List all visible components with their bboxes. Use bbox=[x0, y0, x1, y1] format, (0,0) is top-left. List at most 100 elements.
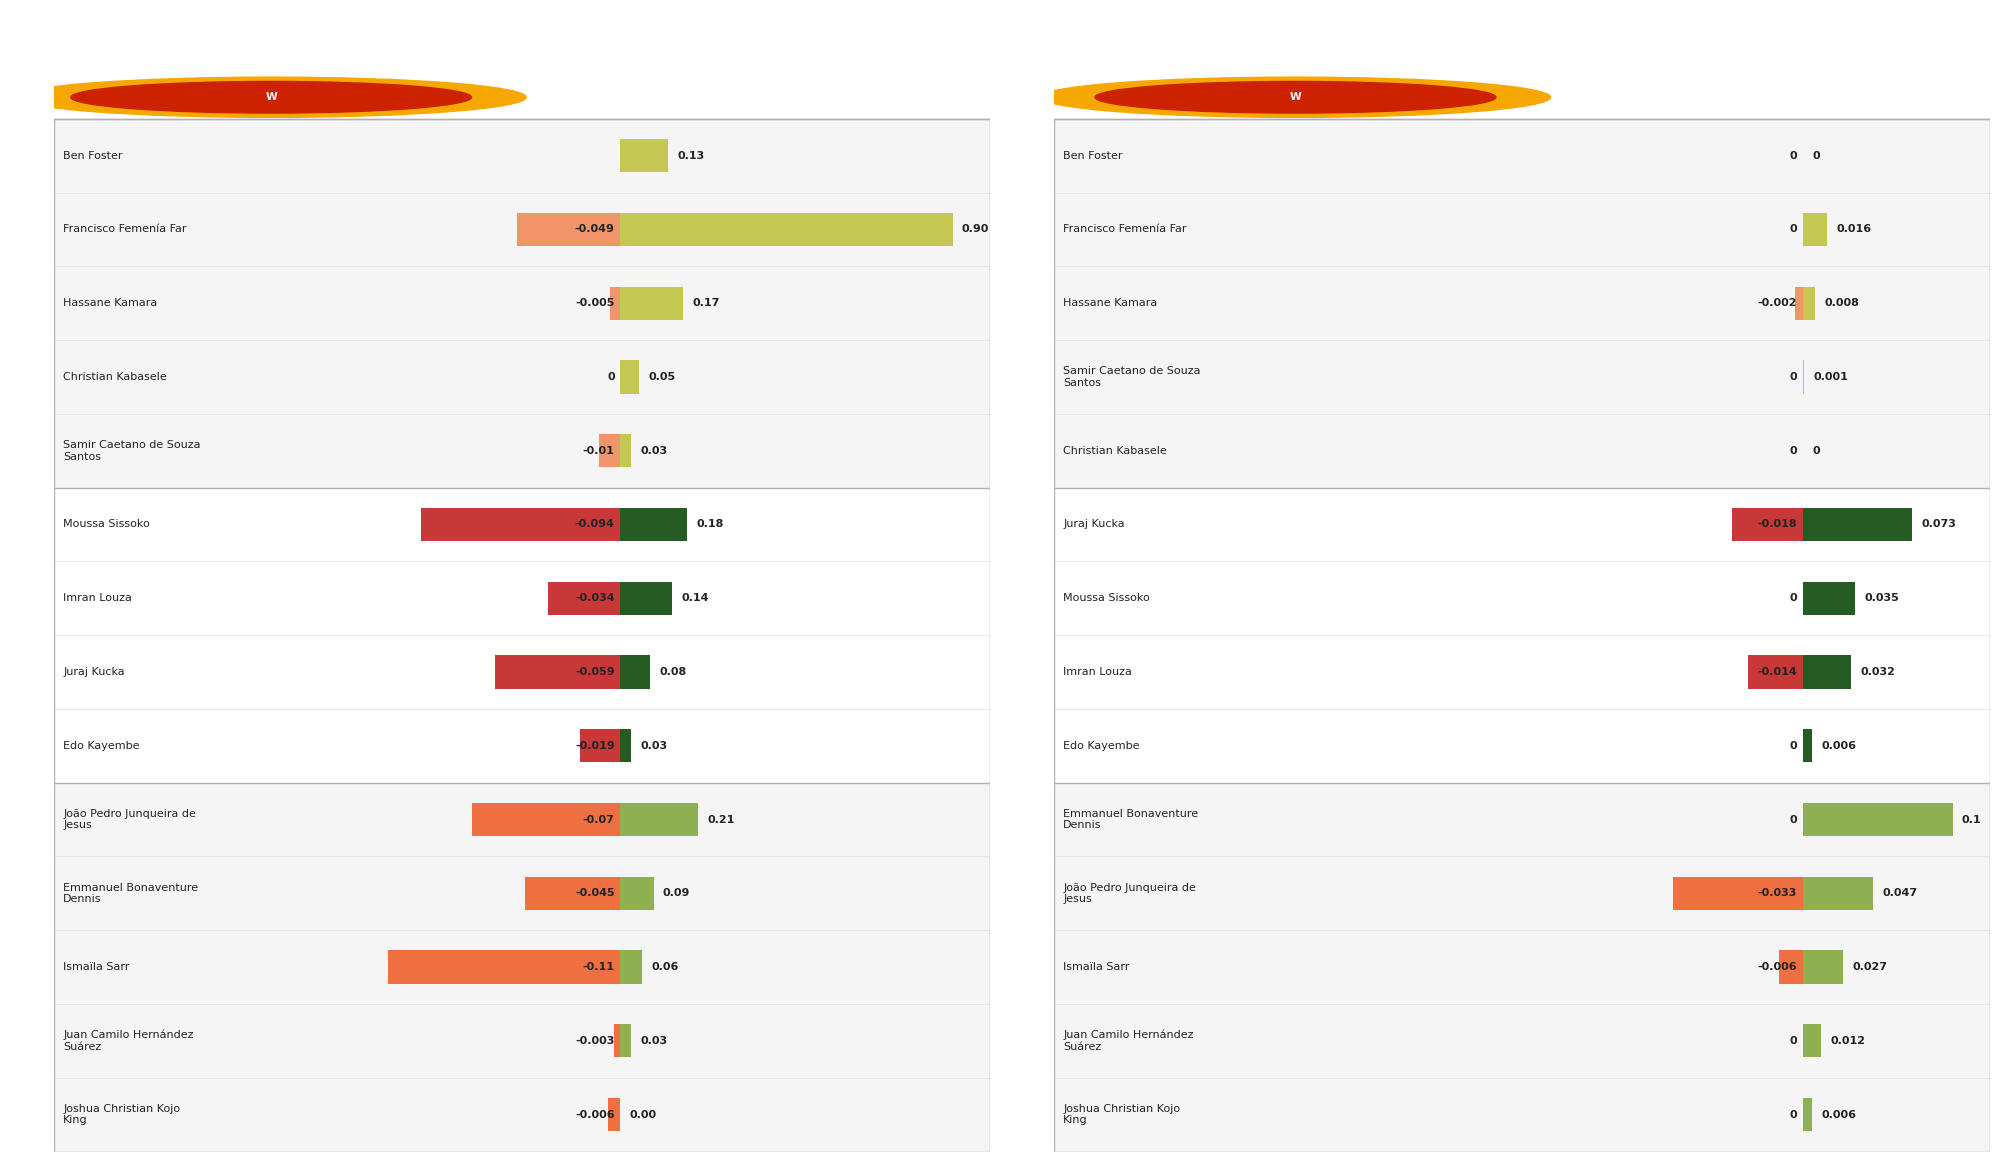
Bar bbox=[1732, 508, 1802, 542]
Bar bbox=[1054, 1077, 1990, 1152]
Text: xT from Passes: xT from Passes bbox=[64, 88, 210, 107]
Bar bbox=[496, 656, 620, 689]
Bar bbox=[1802, 508, 1912, 542]
Bar bbox=[1748, 656, 1802, 689]
Text: 0.13: 0.13 bbox=[678, 150, 704, 161]
Text: Juan Camilo Hernández
Suárez: Juan Camilo Hernández Suárez bbox=[64, 1029, 194, 1052]
Text: -0.005: -0.005 bbox=[576, 298, 614, 308]
Bar bbox=[1054, 1003, 1990, 1077]
Bar bbox=[422, 508, 620, 542]
Bar bbox=[388, 951, 620, 983]
Text: -0.002: -0.002 bbox=[1758, 298, 1798, 308]
Bar bbox=[54, 1077, 990, 1152]
Bar bbox=[614, 1025, 620, 1058]
Bar bbox=[620, 582, 672, 615]
Text: 0.1: 0.1 bbox=[1962, 814, 1982, 825]
Bar bbox=[54, 562, 990, 636]
Text: 0.00: 0.00 bbox=[630, 1109, 656, 1120]
Bar bbox=[54, 267, 990, 340]
Bar bbox=[1054, 119, 1990, 193]
Bar bbox=[1054, 193, 1990, 267]
Text: -0.034: -0.034 bbox=[576, 593, 614, 603]
Bar bbox=[54, 414, 990, 488]
Bar bbox=[1054, 931, 1990, 1003]
Text: 0.03: 0.03 bbox=[640, 1036, 668, 1046]
Bar bbox=[620, 361, 638, 394]
Text: 0: 0 bbox=[608, 372, 614, 382]
Bar bbox=[1054, 783, 1990, 857]
Bar bbox=[580, 730, 620, 763]
Text: Edo Kayembe: Edo Kayembe bbox=[64, 740, 140, 751]
Text: 0.21: 0.21 bbox=[708, 814, 734, 825]
Text: -0.094: -0.094 bbox=[574, 519, 614, 530]
Bar bbox=[516, 213, 620, 246]
Bar bbox=[1054, 636, 1990, 709]
Text: Emmanuel Bonaventure
Dennis: Emmanuel Bonaventure Dennis bbox=[1064, 808, 1198, 831]
Circle shape bbox=[70, 81, 472, 113]
Circle shape bbox=[1096, 81, 1496, 113]
Text: 0.03: 0.03 bbox=[640, 740, 668, 751]
Text: Francisco Femenía Far: Francisco Femenía Far bbox=[64, 224, 186, 235]
Bar bbox=[610, 287, 620, 320]
Bar bbox=[54, 709, 990, 783]
Bar bbox=[620, 508, 686, 542]
Bar bbox=[472, 803, 620, 837]
Text: Ben Foster: Ben Foster bbox=[1064, 150, 1122, 161]
Bar bbox=[1802, 1097, 1812, 1132]
Text: Juraj Kucka: Juraj Kucka bbox=[1064, 519, 1124, 530]
Text: Emmanuel Bonaventure
Dennis: Emmanuel Bonaventure Dennis bbox=[64, 882, 198, 904]
Bar bbox=[54, 783, 990, 857]
Text: 0.073: 0.073 bbox=[1922, 519, 1956, 530]
Text: João Pedro Junqueira de
Jesus: João Pedro Junqueira de Jesus bbox=[64, 808, 196, 831]
Bar bbox=[54, 931, 990, 1003]
Text: Juraj Kucka: Juraj Kucka bbox=[64, 667, 124, 677]
Text: -0.014: -0.014 bbox=[1758, 667, 1798, 677]
Bar bbox=[1054, 267, 1990, 340]
Text: 0.08: 0.08 bbox=[660, 667, 686, 677]
Bar bbox=[54, 636, 990, 709]
Bar bbox=[1802, 877, 1874, 909]
Text: -0.003: -0.003 bbox=[576, 1036, 614, 1046]
Bar bbox=[620, 434, 632, 468]
Text: 0: 0 bbox=[1790, 740, 1798, 751]
Text: Moussa Sissoko: Moussa Sissoko bbox=[1064, 593, 1150, 603]
Bar bbox=[1802, 656, 1850, 689]
Text: 0.016: 0.016 bbox=[1836, 224, 1872, 235]
Text: 0.09: 0.09 bbox=[662, 888, 690, 899]
Bar bbox=[620, 656, 650, 689]
Text: -0.006: -0.006 bbox=[576, 1109, 614, 1120]
Text: -0.049: -0.049 bbox=[574, 224, 614, 235]
Text: 0.032: 0.032 bbox=[1860, 667, 1894, 677]
Text: 0: 0 bbox=[1790, 1036, 1798, 1046]
Circle shape bbox=[16, 78, 526, 118]
Bar bbox=[620, 139, 668, 173]
Text: Edo Kayembe: Edo Kayembe bbox=[1064, 740, 1140, 751]
Text: Ismaïla Sarr: Ismaïla Sarr bbox=[1064, 962, 1130, 972]
Bar bbox=[1054, 488, 1990, 562]
Bar bbox=[526, 877, 620, 909]
Text: W: W bbox=[1290, 93, 1302, 102]
Bar bbox=[54, 119, 990, 193]
Bar bbox=[1802, 730, 1812, 763]
Text: 0.90: 0.90 bbox=[962, 224, 990, 235]
Bar bbox=[54, 857, 990, 931]
Text: 0: 0 bbox=[1812, 445, 1820, 456]
Text: 0.06: 0.06 bbox=[652, 962, 680, 972]
Bar bbox=[1054, 562, 1990, 636]
Bar bbox=[620, 1025, 632, 1058]
Bar bbox=[54, 488, 990, 562]
Text: 0.14: 0.14 bbox=[682, 593, 708, 603]
Text: Hassane Kamara: Hassane Kamara bbox=[1064, 298, 1158, 308]
Text: -0.018: -0.018 bbox=[1758, 519, 1798, 530]
Text: 0.006: 0.006 bbox=[1822, 740, 1856, 751]
Bar bbox=[1802, 1025, 1820, 1058]
Bar bbox=[620, 213, 952, 246]
Bar bbox=[620, 287, 684, 320]
Bar bbox=[620, 803, 698, 837]
Text: Ben Foster: Ben Foster bbox=[64, 150, 122, 161]
Text: 0.03: 0.03 bbox=[640, 445, 668, 456]
Bar bbox=[1802, 213, 1826, 246]
Text: 0.027: 0.027 bbox=[1852, 962, 1888, 972]
Bar bbox=[1054, 709, 1990, 783]
Text: Francisco Femenía Far: Francisco Femenía Far bbox=[1064, 224, 1186, 235]
